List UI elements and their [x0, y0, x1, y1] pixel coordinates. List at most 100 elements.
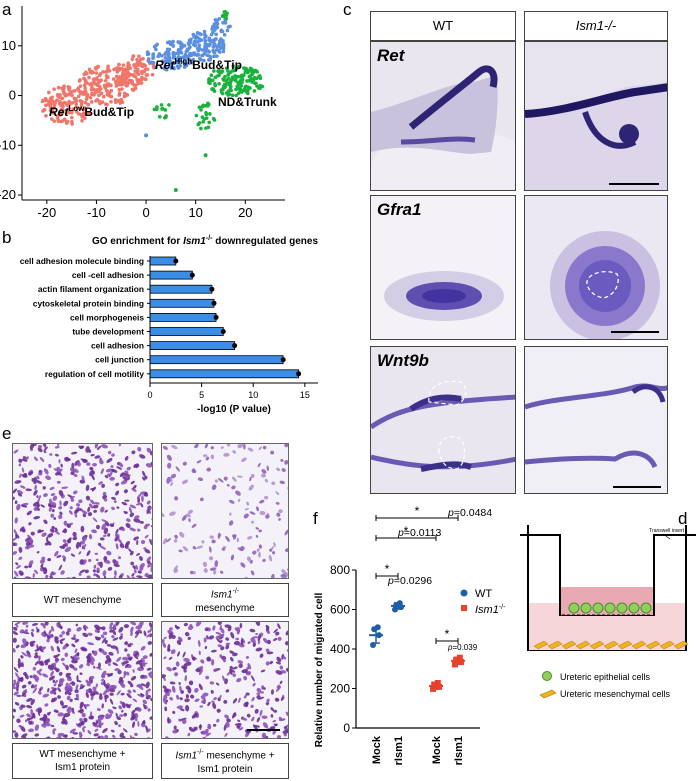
point-ret-low	[132, 83, 136, 87]
point-ret-high	[215, 18, 219, 23]
point-ret-high	[151, 53, 155, 58]
cell-blot	[28, 471, 34, 476]
cell-blot	[280, 458, 284, 462]
cell-blot	[147, 629, 152, 633]
transwell-diagram: Transwell insert Ureteric epithelial cel…	[520, 525, 696, 699]
cell-blot	[106, 682, 111, 690]
cell-blot	[79, 569, 86, 574]
cell-blot	[75, 541, 80, 549]
point-nd-trunk	[242, 87, 247, 91]
cell-blot	[264, 478, 268, 483]
cell-blot	[108, 450, 112, 455]
point-ret-high	[212, 42, 217, 47]
point-ret-low	[143, 64, 148, 68]
point-ret-low	[69, 111, 74, 115]
cell-blot	[229, 512, 232, 516]
cell-blot	[68, 685, 73, 691]
point-ret-low	[131, 73, 136, 78]
cell-blot	[103, 556, 108, 561]
cell-blot	[237, 498, 241, 503]
cell-blot	[124, 499, 130, 502]
cell-blot	[202, 736, 208, 738]
go-term-label: actin filament organization	[38, 284, 144, 294]
cell-blot	[45, 574, 49, 578]
point-ret-low	[143, 77, 147, 81]
cell-blot	[74, 638, 80, 643]
cell-blot	[20, 504, 28, 508]
cell-blot	[40, 563, 44, 568]
cell-blot	[198, 683, 203, 691]
cell-blot	[131, 709, 136, 714]
cell-blot	[93, 564, 97, 569]
ish-gfra1-ko	[524, 195, 668, 340]
cell-blot	[215, 631, 222, 635]
cell-blot	[114, 570, 117, 577]
cell-blot	[36, 495, 39, 498]
cell-blot	[137, 570, 142, 574]
cell-blot	[211, 484, 217, 491]
point-nd-trunk	[197, 105, 202, 110]
cell-blot	[237, 547, 243, 552]
cell-blot	[30, 699, 35, 706]
cell-blot	[267, 639, 271, 645]
cell-blot	[64, 458, 71, 462]
cell-blot	[250, 704, 254, 709]
go-bar	[149, 270, 193, 280]
cell-blot	[120, 633, 123, 637]
cell-blot	[61, 486, 69, 489]
cell-blot	[13, 488, 18, 494]
cell-blot	[66, 695, 71, 701]
point-nd-trunk	[221, 13, 226, 18]
point-ret-low	[52, 119, 57, 123]
cell-blot	[67, 706, 72, 711]
ish-image	[371, 196, 515, 339]
cell-blot	[201, 700, 205, 704]
cell-blot	[118, 444, 122, 447]
cell-blot	[99, 537, 105, 541]
cell-blot	[36, 551, 40, 554]
point-ret-low	[76, 87, 80, 91]
point-ret-high	[182, 60, 186, 65]
cell-blot	[287, 486, 288, 491]
point-ret-low	[83, 100, 88, 105]
cell-blot	[107, 713, 112, 720]
a-x-tick-label: 0	[142, 205, 149, 220]
point-nd-trunk	[201, 103, 206, 108]
cell-blot	[206, 635, 209, 640]
cell-blot	[169, 627, 173, 631]
cell-blot	[58, 671, 63, 676]
cell-blot	[191, 713, 198, 719]
cell-blot	[219, 654, 223, 659]
go-term-label: cell adhesion molecule binding	[20, 256, 144, 266]
cell-blot	[99, 693, 103, 697]
point-ret-low	[64, 110, 69, 115]
cell-blot	[133, 463, 139, 468]
cell-blot	[124, 511, 128, 514]
cell-blot	[83, 704, 87, 710]
cell-blot	[18, 458, 23, 463]
mesenchymal-cell	[533, 640, 549, 650]
cell-blot	[185, 661, 192, 666]
cell-blot	[140, 503, 144, 508]
cell-blot	[51, 501, 57, 507]
point-ret-low	[97, 73, 102, 78]
cell-blot	[244, 508, 249, 511]
cell-blot	[94, 552, 99, 555]
cell-blot	[278, 718, 286, 722]
cell-blot	[49, 572, 57, 576]
cell-blot	[209, 535, 214, 539]
cell-blot	[138, 556, 143, 561]
cell-blot	[268, 554, 273, 562]
point-ret-high	[175, 64, 180, 68]
cell-blot	[273, 709, 278, 713]
cell-blot	[245, 655, 249, 659]
point-ret-low	[61, 88, 66, 93]
cell-blot	[51, 686, 55, 690]
cell-blot	[247, 447, 254, 452]
cell-blot	[70, 553, 76, 557]
cell-blot	[44, 542, 49, 546]
cell-blot	[146, 633, 152, 638]
cell-blot	[57, 733, 62, 738]
cell-blot	[285, 630, 288, 636]
cell-blot	[13, 630, 19, 636]
